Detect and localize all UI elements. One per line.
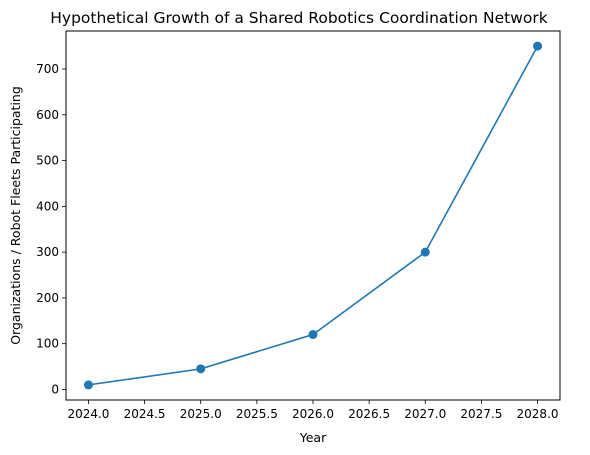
y-tick-label: 0 (51, 382, 59, 396)
x-tick-label: 2025.0 (180, 407, 222, 421)
data-point (533, 41, 543, 51)
x-axis: 2024.0 2024.5 2025.0 2025.5 2026.0 2026.5 2027… (67, 400, 559, 421)
x-tick-label: 2024.5 (124, 407, 166, 421)
y-tick-label: 300 (36, 245, 59, 259)
plot-area (65, 30, 561, 401)
series-layer (83, 41, 543, 390)
data-point (196, 364, 206, 374)
y-tick-label: 600 (36, 108, 59, 122)
x-tick-label: 2027.0 (404, 407, 446, 421)
y-tick-label: 500 (36, 154, 59, 168)
x-tick-label: 2025.5 (236, 407, 278, 421)
y-axis: 0 100 200 300 400 500 600 700 (36, 62, 66, 396)
data-point (83, 380, 93, 390)
y-tick-label: 400 (36, 199, 59, 213)
y-tick-label: 100 (36, 337, 59, 351)
x-tick-label: 2027.5 (460, 407, 502, 421)
y-axis-label: Organizations / Robot Fleets Participati… (8, 86, 23, 345)
y-tick-label: 200 (36, 291, 59, 305)
x-tick-label: 2024.0 (67, 407, 109, 421)
chart-title: Hypothetical Growth of a Shared Robotics… (50, 9, 548, 27)
data-point (420, 247, 430, 257)
x-tick-label: 2026.0 (292, 407, 334, 421)
x-axis-label: Year (299, 430, 327, 445)
data-point (308, 330, 318, 340)
x-tick-label: 2026.5 (348, 407, 390, 421)
y-tick-label: 700 (36, 62, 59, 76)
x-tick-label: 2028.0 (517, 407, 559, 421)
